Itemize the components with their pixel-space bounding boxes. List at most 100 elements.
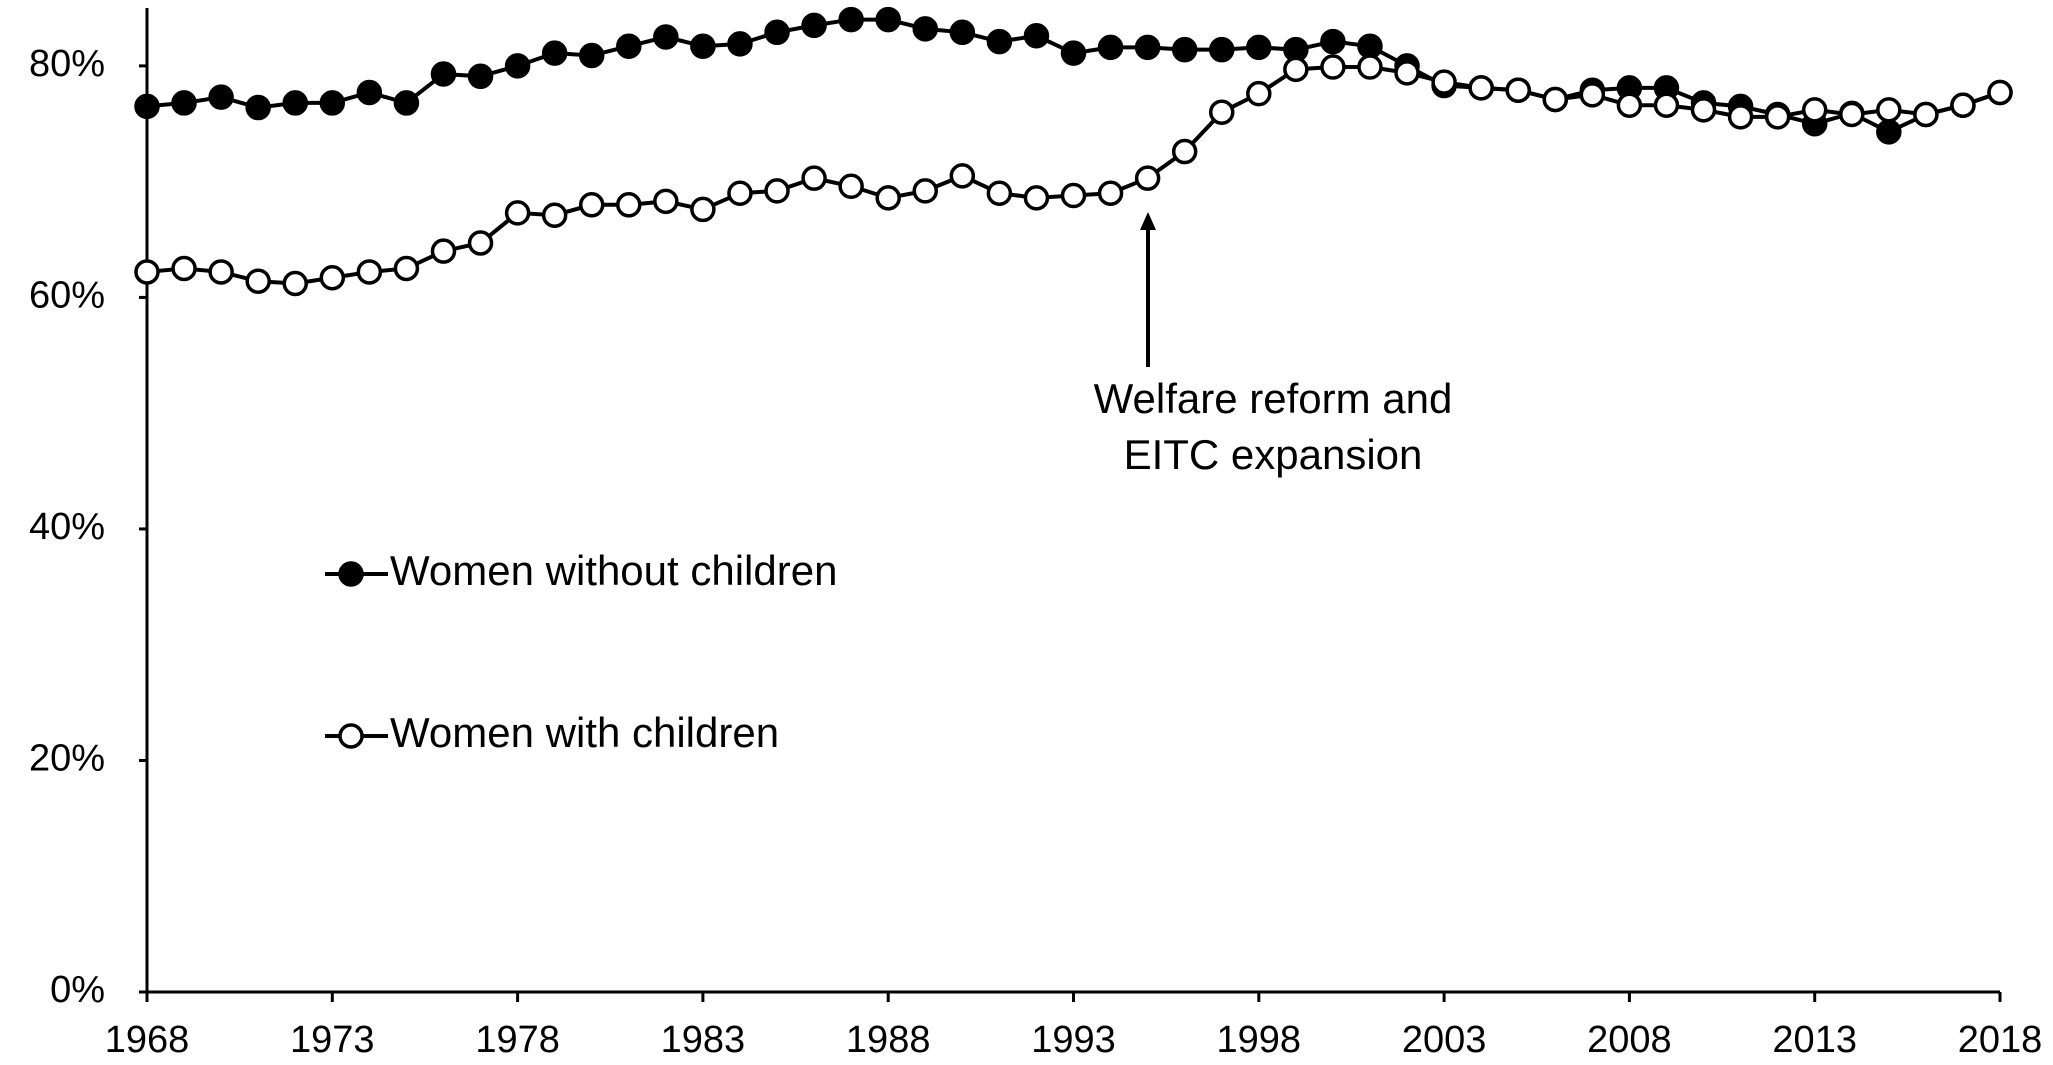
data-point <box>1320 28 1346 55</box>
data-point <box>912 16 939 42</box>
data-point <box>1876 119 1902 145</box>
data-point <box>578 42 605 69</box>
data-point <box>1208 99 1235 125</box>
data-point <box>1579 82 1606 108</box>
data-point <box>949 19 976 46</box>
data-point <box>653 24 679 50</box>
data-point <box>1357 33 1383 59</box>
data-point <box>764 178 790 204</box>
data-point <box>653 188 679 215</box>
data-point <box>541 40 568 66</box>
y-tick-label: 80% <box>29 43 105 85</box>
data-point <box>616 192 642 218</box>
data-point <box>949 163 976 189</box>
x-tick-label: 2003 <box>1402 1019 1487 1061</box>
data-point <box>986 180 1013 206</box>
data-point <box>1171 138 1198 165</box>
data-point <box>319 264 346 291</box>
data-point <box>1839 101 1865 128</box>
legend-label: Women without children <box>390 547 837 594</box>
data-point <box>393 90 420 116</box>
data-point <box>1246 80 1272 107</box>
data-point <box>838 173 864 200</box>
legend-marker <box>338 723 364 749</box>
data-point <box>1801 97 1828 123</box>
legend-marker <box>338 561 364 587</box>
annotation: Welfare reform and <box>1094 375 1453 422</box>
x-tick-label: 1988 <box>846 1019 931 1061</box>
data-point <box>1764 104 1791 130</box>
x-tick-label: 1968 <box>105 1019 190 1061</box>
data-point <box>171 255 197 282</box>
data-point <box>578 192 605 218</box>
data-point <box>541 202 568 228</box>
data-point <box>986 28 1013 55</box>
data-point <box>1876 97 1902 123</box>
y-tick-label: 60% <box>29 274 105 316</box>
data-point <box>1171 36 1198 63</box>
data-point <box>1097 180 1124 206</box>
data-point <box>504 200 531 226</box>
data-point <box>1690 97 1717 123</box>
data-point <box>801 12 827 39</box>
data-point <box>1431 69 1457 95</box>
data-point <box>1283 56 1309 83</box>
data-point <box>1320 54 1346 80</box>
legend-label: Women with children <box>390 709 779 756</box>
data-point <box>1023 185 1050 211</box>
x-tick-label: 1993 <box>1031 1019 1116 1061</box>
data-point <box>1246 34 1272 61</box>
y-tick-label: 40% <box>29 506 105 548</box>
x-tick-label: 2008 <box>1587 1019 1672 1061</box>
x-tick-label: 1983 <box>661 1019 746 1061</box>
data-point <box>245 94 271 121</box>
data-point <box>134 259 160 285</box>
data-point <box>319 90 346 116</box>
x-tick-label: 2018 <box>1958 1019 2043 1061</box>
data-point <box>1134 34 1161 61</box>
data-point <box>282 270 308 297</box>
annotation: EITC expansion <box>1124 431 1423 478</box>
data-point <box>430 238 457 264</box>
data-point <box>1727 104 1754 130</box>
data-point <box>1950 92 1976 118</box>
data-point <box>467 230 494 256</box>
data-point <box>912 178 939 204</box>
data-point <box>727 31 753 57</box>
data-point <box>208 84 234 110</box>
data-point <box>504 53 531 79</box>
data-point <box>1616 92 1643 118</box>
x-tick-label: 1973 <box>290 1019 375 1061</box>
data-point <box>1653 92 1680 118</box>
series-line <box>146 65 2001 286</box>
data-point <box>1542 86 1569 113</box>
data-point <box>430 61 457 87</box>
data-point <box>1023 23 1050 49</box>
data-point <box>875 185 901 211</box>
data-point <box>801 165 827 191</box>
data-point <box>467 63 494 90</box>
data-point <box>1913 101 1939 128</box>
data-point <box>1060 182 1087 209</box>
annotation-arrowhead <box>1140 212 1156 230</box>
data-point <box>1208 36 1235 63</box>
data-point <box>764 19 790 46</box>
data-point <box>171 90 197 116</box>
data-point <box>208 259 234 285</box>
data-point <box>1060 40 1087 66</box>
data-point <box>1394 60 1420 86</box>
x-tick-label: 1998 <box>1217 1019 1302 1061</box>
data-point <box>875 6 901 33</box>
data-point <box>1987 79 2013 106</box>
data-point <box>356 79 383 106</box>
x-tick-label: 1978 <box>475 1019 560 1061</box>
y-tick-label: 0% <box>50 969 105 1011</box>
data-point <box>1134 165 1161 191</box>
data-point <box>838 6 864 33</box>
data-point <box>727 180 753 206</box>
data-point <box>393 255 420 282</box>
data-point <box>1357 54 1383 80</box>
data-point <box>690 196 716 223</box>
data-point <box>1468 75 1494 101</box>
